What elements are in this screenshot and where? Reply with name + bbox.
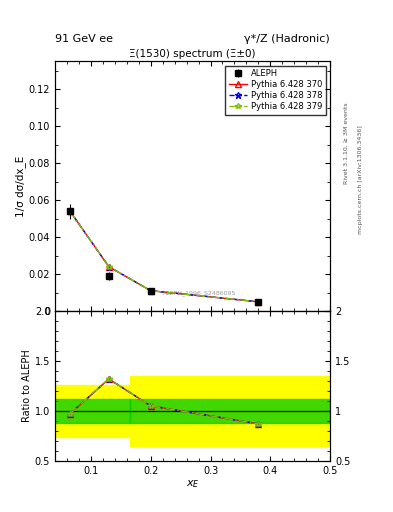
Y-axis label: Ratio to ALEPH: Ratio to ALEPH xyxy=(22,350,32,422)
Text: mcplots.cern.ch [arXiv:1306.3436]: mcplots.cern.ch [arXiv:1306.3436] xyxy=(358,125,363,233)
Line: Pythia 6.428 378: Pythia 6.428 378 xyxy=(66,208,262,305)
Pythia 6.428 379 xyxy=(68,208,72,214)
Pythia 6.428 378 xyxy=(107,264,111,270)
Y-axis label: 1/σ dσ/dx_E: 1/σ dσ/dx_E xyxy=(15,156,26,217)
X-axis label: $x_E$: $x_E$ xyxy=(186,478,199,490)
Pythia 6.428 379 xyxy=(256,298,261,305)
Text: γ*/Z (Hadronic): γ*/Z (Hadronic) xyxy=(244,33,330,44)
Pythia 6.428 379 xyxy=(107,264,111,270)
Title: Ξ(1530) spectrum (Ξ±0): Ξ(1530) spectrum (Ξ±0) xyxy=(129,49,256,59)
Pythia 6.428 378 xyxy=(256,298,261,305)
Text: 91 GeV ee: 91 GeV ee xyxy=(55,33,113,44)
Pythia 6.428 370 xyxy=(107,264,111,270)
Legend: ALEPH, Pythia 6.428 370, Pythia 6.428 378, Pythia 6.428 379: ALEPH, Pythia 6.428 370, Pythia 6.428 37… xyxy=(225,66,326,115)
Text: Rivet 3.1.10, ≥ 3M events: Rivet 3.1.10, ≥ 3M events xyxy=(344,102,349,184)
Line: Pythia 6.428 379: Pythia 6.428 379 xyxy=(67,208,261,305)
Line: Pythia 6.428 370: Pythia 6.428 370 xyxy=(67,208,261,305)
Pythia 6.428 370 xyxy=(148,288,153,294)
Pythia 6.428 378 xyxy=(68,208,72,214)
Pythia 6.428 370 xyxy=(68,208,72,214)
Pythia 6.428 378 xyxy=(148,288,153,294)
Text: ALEPH_1996_S2486095: ALEPH_1996_S2486095 xyxy=(163,291,236,296)
Pythia 6.428 379 xyxy=(148,288,153,294)
Pythia 6.428 370 xyxy=(256,298,261,305)
